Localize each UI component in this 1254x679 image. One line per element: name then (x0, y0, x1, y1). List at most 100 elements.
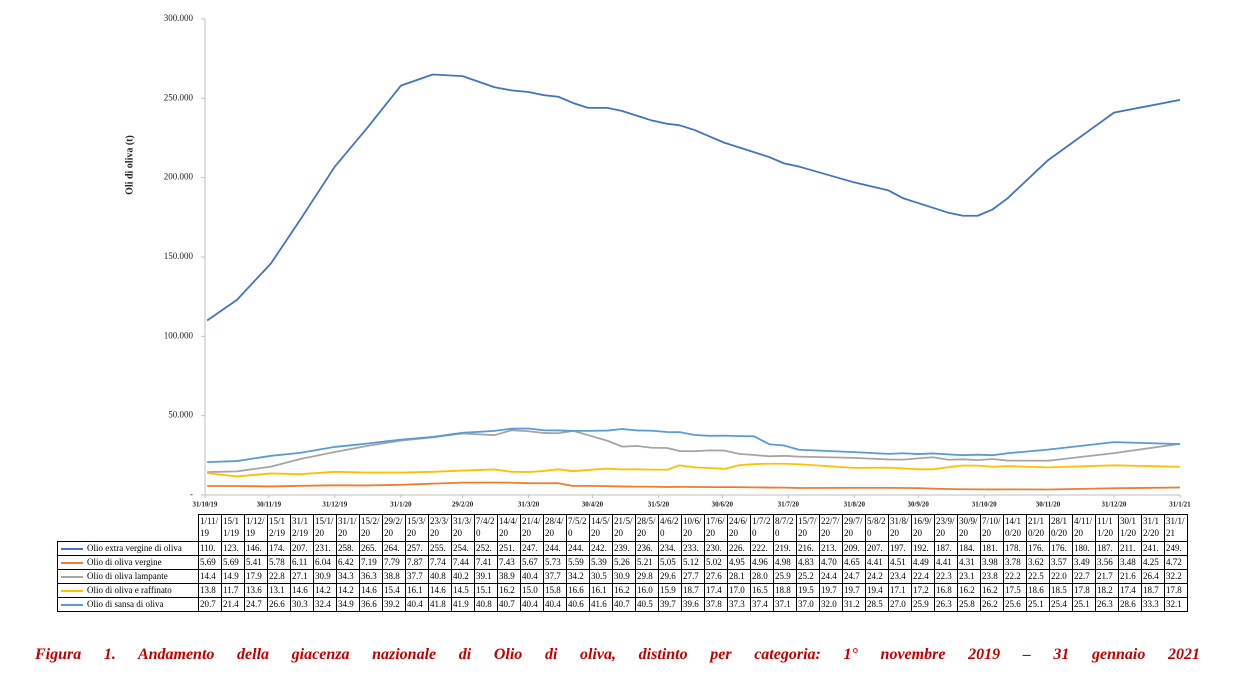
value-cell: 23.4 (888, 569, 912, 584)
value-cell: 249. (1164, 541, 1188, 556)
value-cell: 16.2 (497, 583, 521, 598)
value-cell: 19.5 (796, 583, 820, 598)
value-cell: 211. (1118, 541, 1142, 556)
legend-label: Olio di sansa di oliva (87, 599, 164, 609)
date-cell: 30/9/20 (957, 514, 981, 542)
value-cell: 30.3 (290, 597, 314, 612)
value-cell: 17.4 (1118, 583, 1142, 598)
value-cell: 4.96 (750, 555, 774, 570)
date-cell: 10/6/20 (681, 514, 705, 542)
value-cell: 28.6 (1118, 597, 1142, 612)
value-cell: 19.7 (819, 583, 843, 598)
date-cell: 15/1/20 (313, 514, 337, 542)
value-cell: 242. (589, 541, 613, 556)
value-cell: 187. (934, 541, 958, 556)
date-cell: 5/8/20 (865, 514, 889, 542)
value-cell: 17.8 (1164, 583, 1188, 598)
legend-cell: Olio extra vergine di oliva (57, 541, 199, 556)
value-cell: 18.7 (681, 583, 705, 598)
value-cell: 5.12 (681, 555, 705, 570)
value-cell: 7.19 (359, 555, 383, 570)
value-cell: 22.2 (1003, 569, 1027, 584)
value-cell: 4.98 (773, 555, 797, 570)
value-cell: 40.5 (635, 597, 659, 612)
value-cell: 14.2 (336, 583, 360, 598)
value-cell: 21.4 (221, 597, 245, 612)
value-cell: 24.7 (842, 569, 866, 584)
value-cell: 39.7 (658, 597, 682, 612)
legend-label: Olio di oliva vergine (87, 557, 162, 567)
x-tick-label: 31/7/20 (778, 501, 800, 509)
date-cell: 15/2/20 (359, 514, 383, 542)
value-cell: 187. (1095, 541, 1119, 556)
date-cell: 8/7/20 (773, 514, 797, 542)
value-cell: 19.4 (865, 583, 889, 598)
date-cell: 30/11/20 (1118, 514, 1142, 542)
date-cell: 1/12/19 (244, 514, 268, 542)
date-cell: 4/11/20 (1072, 514, 1096, 542)
value-cell: 29.6 (658, 569, 682, 584)
value-cell: 21.7 (1095, 569, 1119, 584)
value-cell: 27.6 (704, 569, 728, 584)
value-cell: 17.8 (1072, 583, 1096, 598)
value-cell: 5.21 (635, 555, 659, 570)
value-cell: 28.5 (865, 597, 889, 612)
value-cell: 3.98 (980, 555, 1004, 570)
value-cell: 4.95 (727, 555, 751, 570)
value-cell: 5.69 (221, 555, 245, 570)
value-cell: 4.31 (957, 555, 981, 570)
value-cell: 40.4 (520, 597, 544, 612)
x-tick-label: 31/1/20 (390, 501, 412, 509)
data-table: 1/11/19 15/11/19 1/12/19 15/12/19 31/12/19 15… (57, 514, 1188, 612)
date-cell: 31/8/20 (888, 514, 912, 542)
legend-cell: Olio di oliva vergine (57, 555, 199, 570)
value-cell: 176. (1049, 541, 1073, 556)
value-cell: 37.0 (796, 597, 820, 612)
value-cell: 22.5 (1026, 569, 1050, 584)
corner-cell (58, 515, 199, 542)
value-cell: 32.1 (1164, 597, 1188, 612)
date-cell: 1/11/19 (198, 514, 222, 542)
date-cell: 14/10/20 (1003, 514, 1027, 542)
value-cell: 30.5 (589, 569, 613, 584)
value-cell: 18.6 (1026, 583, 1050, 598)
value-cell: 21.6 (1118, 569, 1142, 584)
value-cell: 41.8 (428, 597, 452, 612)
value-cell: 25.4 (1049, 597, 1073, 612)
value-cell: 123. (221, 541, 245, 556)
value-cell: 7.43 (497, 555, 521, 570)
value-cell: 5.02 (704, 555, 728, 570)
value-cell: 17.0 (727, 583, 751, 598)
value-cell: 3.78 (1003, 555, 1027, 570)
y-axis-title: Oli di oliva (t) (124, 135, 135, 195)
date-cell: 24/6/20 (727, 514, 751, 542)
value-cell: 7.44 (451, 555, 475, 570)
legend-swatch (61, 603, 83, 606)
value-cell: 258. (336, 541, 360, 556)
value-cell: 38.8 (382, 569, 406, 584)
x-tick-label: 30/9/20 (907, 501, 929, 509)
value-cell: 13.1 (267, 583, 291, 598)
value-cell: 207. (865, 541, 889, 556)
value-cell: 16.1 (405, 583, 429, 598)
value-cell: 17.1 (888, 583, 912, 598)
value-cell: 40.8 (428, 569, 452, 584)
value-cell: 25.2 (796, 569, 820, 584)
series-row: Olio di oliva lampante 14.4 14.9 17.9 22.8 27… (57, 569, 1188, 584)
value-cell: 16.8 (934, 583, 958, 598)
value-cell: 25.9 (773, 569, 797, 584)
value-cell: 29.8 (635, 569, 659, 584)
value-cell: 15.8 (543, 583, 567, 598)
y-tick-label: 50.000 (168, 410, 193, 420)
value-cell: 16.0 (635, 583, 659, 598)
value-cell: 34.9 (336, 597, 360, 612)
value-cell: 110. (198, 541, 222, 556)
x-tick-label: 30/11/20 (1036, 501, 1061, 509)
value-cell: 26.4 (1141, 569, 1165, 584)
value-cell: 230. (704, 541, 728, 556)
value-cell: 244. (566, 541, 590, 556)
value-cell: 216. (796, 541, 820, 556)
value-cell: 4.49 (911, 555, 935, 570)
series-row: Olio di oliva vergine 5.69 5.69 5.41 5.78 6.1… (57, 555, 1188, 570)
value-cell: 18.8 (773, 583, 797, 598)
